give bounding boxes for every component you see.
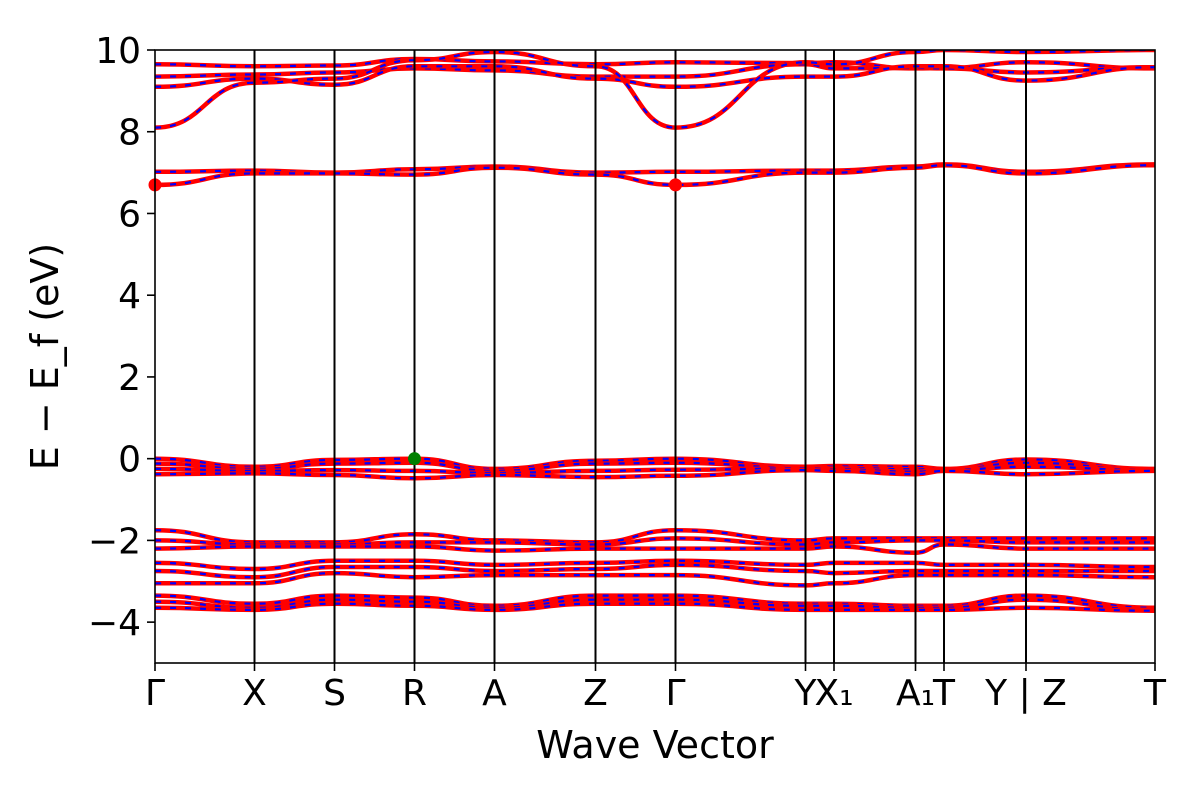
y-tick-label: 4 <box>118 276 141 317</box>
x-axis-title: Wave Vector <box>536 723 774 767</box>
band-19 <box>155 601 1155 613</box>
band-line <box>155 162 1155 188</box>
kpoint-label: Y <box>794 673 818 714</box>
y-tick-label: −4 <box>88 603 141 644</box>
kpoint-label: Y | Z <box>984 673 1067 714</box>
band-line-dashed <box>155 537 1155 546</box>
kpoint-label: Z <box>583 673 608 714</box>
band-line-dashed <box>155 50 1155 129</box>
y-tick-label: 2 <box>118 358 141 399</box>
kpoint-label: A₁ <box>896 673 935 714</box>
kpoint-label: Γ <box>665 673 685 714</box>
high-symmetry-lines <box>253 50 1027 663</box>
y-tick-label: 8 <box>118 113 141 154</box>
y-axis: −4 −2 0 2 4 6 8 10 <box>88 31 155 644</box>
vbm-marker <box>408 452 421 466</box>
band-13 <box>155 542 1155 555</box>
y-tick-label: 0 <box>118 440 141 481</box>
band-line <box>155 56 1155 71</box>
kpoint-label: R <box>402 673 427 714</box>
kpoint-label: T <box>1143 673 1167 714</box>
y-axis-title: E − E_f (eV) <box>23 243 67 471</box>
kpoint-label: S <box>323 673 346 714</box>
band-6 <box>155 162 1155 188</box>
cbm-marker <box>669 178 682 192</box>
kpoint-label: T <box>932 673 956 714</box>
bands-layer <box>155 50 1155 613</box>
band-16 <box>155 570 1155 588</box>
y-tick-label: 6 <box>118 194 141 235</box>
kpoint-label: Γ <box>145 673 165 714</box>
band-line-dashed <box>155 602 1155 612</box>
band-line-dashed <box>155 468 1155 480</box>
kpoint-label: X₁ <box>814 673 853 714</box>
kpoint-label: A <box>482 673 507 714</box>
y-tick-label: −2 <box>88 521 141 562</box>
y-tick-label: 10 <box>95 31 141 72</box>
kpoint-label: X <box>242 673 267 714</box>
band-1 <box>155 56 1155 71</box>
plot-frame <box>154 49 1156 664</box>
band-edge-markers <box>148 178 682 466</box>
